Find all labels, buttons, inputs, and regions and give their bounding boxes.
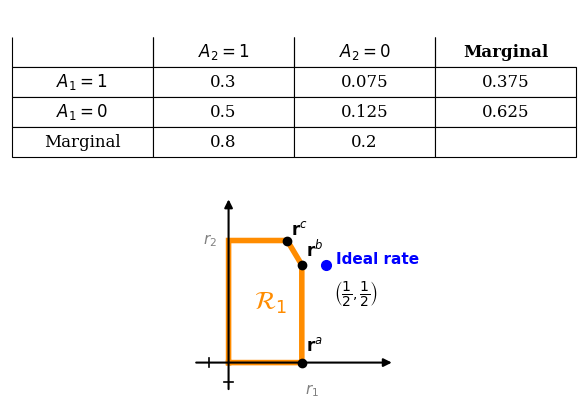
Text: $\mathbf{r}^c$: $\mathbf{r}^c$	[291, 221, 308, 238]
Text: $\mathcal{R}_1$: $\mathcal{R}_1$	[254, 290, 287, 316]
Polygon shape	[229, 240, 302, 362]
Text: $\mathbf{r}^b$: $\mathbf{r}^b$	[306, 240, 323, 261]
Text: Ideal rate: Ideal rate	[336, 252, 419, 267]
Text: $\left(\dfrac{1}{2},\dfrac{1}{2}\right)$: $\left(\dfrac{1}{2},\dfrac{1}{2}\right)$	[334, 279, 378, 307]
Text: $r_1$: $r_1$	[305, 382, 319, 399]
Text: $r_2$: $r_2$	[203, 232, 217, 249]
Text: $\mathbf{r}^a$: $\mathbf{r}^a$	[306, 337, 322, 355]
